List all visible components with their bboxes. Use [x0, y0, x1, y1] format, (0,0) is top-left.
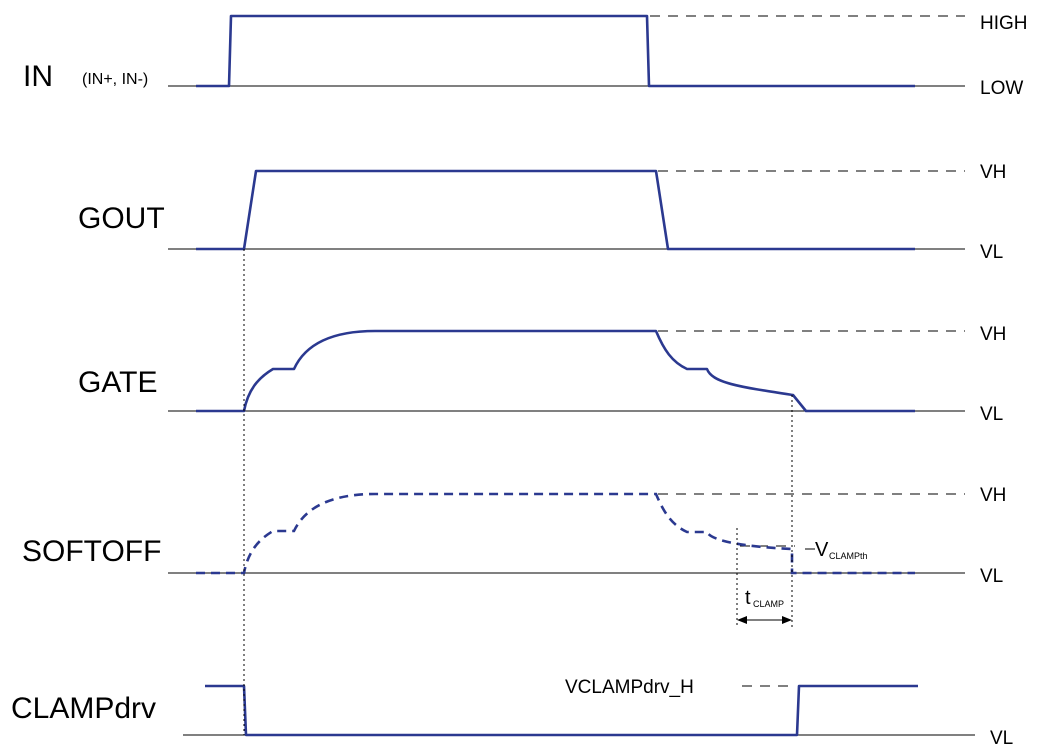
vclampth-label: V [815, 539, 829, 561]
tclamp-label-sub: CLAMP [753, 599, 784, 609]
signal-in: IN (IN+, IN-) HIGH LOW [23, 13, 1028, 99]
vclampdrv-h-label: VCLAMPdrv_H [565, 677, 694, 698]
gout-name: GOUT [78, 202, 165, 235]
softoff-waveform [196, 492, 915, 575]
in-low-label: LOW [980, 78, 1023, 99]
softoff-vl-label: VL [980, 566, 1003, 587]
gout-vh-label: VH [980, 162, 1006, 183]
signal-clampdrv: CLAMPdrv VCLAMPdrv_H VL [11, 677, 1013, 749]
signal-gate: GATE VH VL [78, 324, 1006, 425]
gout-waveform [196, 169, 915, 251]
in-detail: (IN+, IN-) [82, 71, 148, 88]
gate-waveform [196, 329, 915, 413]
softoff-name: SOFTOFF [22, 535, 161, 568]
clampdrv-name: CLAMPdrv [11, 692, 156, 725]
gate-name: GATE [78, 366, 157, 399]
tclamp-annotation: t CLAMP [736, 528, 792, 627]
softoff-vh-label: VH [980, 485, 1006, 506]
gout-vl-label: VL [980, 242, 1003, 263]
in-high-label: HIGH [980, 13, 1028, 34]
in-waveform [196, 14, 915, 88]
gate-vh-label: VH [980, 324, 1006, 345]
clampdrv-vl-label: VL [990, 728, 1013, 749]
tclamp-arrow-left [737, 616, 747, 624]
in-name: IN [23, 60, 53, 93]
vclampth-label-sub: CLAMPth [829, 551, 868, 561]
tclamp-label: t [745, 587, 751, 609]
clampdrv-waveform [205, 684, 918, 737]
signal-gout: GOUT VH VL [78, 162, 1006, 263]
gate-vl-label: VL [980, 404, 1003, 425]
tclamp-arrow-right [782, 616, 792, 624]
signal-softoff: SOFTOFF VH VL V CLAMPth [22, 485, 1006, 587]
